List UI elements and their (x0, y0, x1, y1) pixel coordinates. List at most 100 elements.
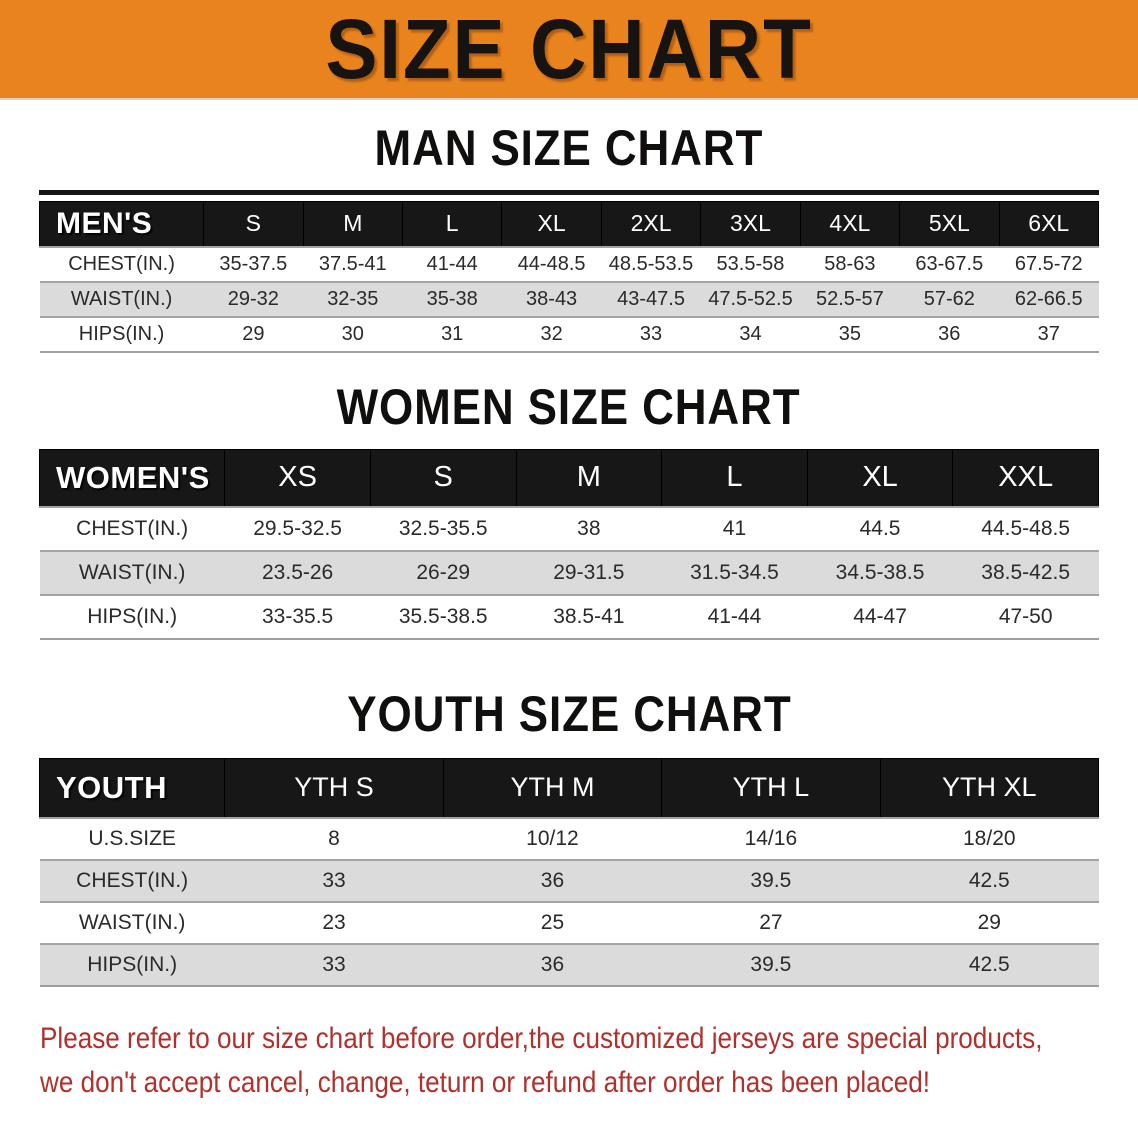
size-column-header: YTH L (661, 757, 881, 819)
cell-value: 52.5-57 (800, 281, 900, 317)
size-column-header: 4XL (799, 200, 901, 248)
cell-value: 53.5-58 (700, 246, 801, 282)
size-column-header: YTH S (224, 757, 444, 819)
size-column-header: M (302, 200, 403, 248)
cell-value: 63-67.5 (899, 246, 1000, 282)
table-row: HIPS(IN.) 33 36 39.5 42.5 (39, 943, 1099, 986)
man-size-chart-heading: MAN SIZE CHART (0, 120, 1138, 178)
cell-value: 47-50 (952, 594, 1099, 639)
cell-value: 32 (501, 316, 602, 352)
cell-value: 33-35.5 (224, 594, 371, 639)
cell-value: 30 (303, 316, 403, 352)
cell-value: 36 (443, 859, 662, 902)
cell-value: 25 (443, 901, 662, 944)
cell-value: 38.5-42.5 (952, 550, 1099, 595)
size-column-header: L (401, 200, 503, 248)
women-size-chart-heading-text: WOMEN SIZE CHART (337, 379, 801, 435)
cell-value: 26-29 (370, 550, 517, 595)
cell-value: 33 (224, 943, 444, 986)
row-label: CHEST(IN.) (39, 859, 225, 902)
row-label: HIPS(IN.) (39, 316, 204, 352)
cell-value: 35.5-38.5 (370, 594, 517, 639)
youth-size-chart-heading-text: YOUTH SIZE CHART (346, 686, 792, 742)
cell-value: 43-47.5 (601, 281, 701, 317)
row-label: HIPS(IN.) (39, 943, 225, 986)
size-column-header: 2XL (600, 200, 702, 248)
table-row: WAIST(IN.) 29-32 32-35 35-38 38-43 43-47.5 47.… (39, 281, 1099, 317)
cell-value: 38 (516, 506, 662, 551)
cell-value: 8 (224, 817, 444, 860)
cell-value: 41-44 (661, 594, 808, 639)
cell-value: 35-38 (402, 281, 502, 317)
cell-value: 29 (203, 316, 304, 352)
table-corner-label: MEN'S (38, 200, 205, 248)
cell-value: 37.5-41 (303, 246, 403, 282)
cell-value: 18/20 (880, 817, 1099, 860)
row-label: WAIST(IN.) (39, 281, 204, 317)
table-row: CHEST(IN.) 29.5-32.5 32.5-35.5 38 41 44.5 44.5… (39, 506, 1099, 551)
cell-value: 32.5-35.5 (370, 506, 517, 551)
cell-value: 34 (700, 316, 801, 352)
table-header-row: WOMEN'S XS S M L XL XXL (38, 448, 1099, 508)
cell-value: 29-31.5 (516, 550, 662, 595)
cell-value: 31.5-34.5 (661, 550, 808, 595)
cell-value: 67.5-72 (999, 246, 1099, 282)
cell-value: 48.5-53.5 (601, 246, 701, 282)
table-row: HIPS(IN.) 29 30 31 32 33 34 35 36 37 (39, 316, 1099, 352)
size-column-header: S (203, 200, 304, 248)
youth-size-chart-heading: YOUTH SIZE CHART (0, 686, 1138, 744)
youth-size-table: YOUTH YTH S YTH M YTH L YTH XL U.S.SIZE 8 10/12… (38, 757, 1100, 987)
cell-value: 33 (601, 316, 701, 352)
cell-value: 10/12 (443, 817, 662, 860)
size-column-header: L (661, 448, 808, 508)
size-column-header: XXL (952, 448, 1099, 508)
cell-value: 44.5 (807, 506, 953, 551)
size-column-header: 3XL (700, 200, 801, 248)
women-size-table: WOMEN'S XS S M L XL XXL CHEST(IN.) 29.5-32.5 32.5… (38, 448, 1099, 640)
banner-title: SIZE CHART (325, 2, 813, 96)
cell-value: 44-48.5 (501, 246, 602, 282)
table-header-row: MEN'S S M L XL 2XL 3XL 4XL 5XL 6XL (38, 200, 1100, 248)
table-row: WAIST(IN.) 23.5-26 26-29 29-31.5 31.5-34.5 34… (39, 550, 1099, 595)
cell-value: 31 (402, 316, 502, 352)
disclaimer-note: Please refer to our size chart before or… (40, 1017, 1043, 1105)
cell-value: 57-62 (899, 281, 1000, 317)
youth-table-wrapper: YOUTH YTH S YTH M YTH L YTH XL U.S.SIZE 8 10/12… (38, 757, 1100, 987)
size-column-header: 5XL (899, 200, 1000, 248)
cell-value: 42.5 (880, 859, 1099, 902)
men-table-wrapper: MEN'S S M L XL 2XL 3XL 4XL 5XL 6XL CHEST(IN.) 35-37… (38, 189, 1100, 353)
men-size-table: MEN'S S M L XL 2XL 3XL 4XL 5XL 6XL CHEST(IN.) 35-37… (38, 200, 1100, 353)
cell-value: 41-44 (402, 246, 502, 282)
cell-value: 39.5 (661, 943, 881, 986)
cell-value: 35 (800, 316, 900, 352)
size-column-header: YTH XL (879, 757, 1100, 819)
table-row: WAIST(IN.) 23 25 27 29 (39, 901, 1099, 944)
disclaimer-line-1: Please refer to our size chart before or… (40, 1022, 1043, 1055)
size-column-header: S (369, 448, 517, 508)
cell-value: 44.5-48.5 (952, 506, 1099, 551)
size-column-header: YTH M (442, 757, 663, 819)
table-row: CHEST(IN.) 35-37.5 37.5-41 41-44 44-48.5 48.5… (39, 246, 1099, 282)
size-column-header: M (515, 448, 663, 508)
cell-value: 37 (999, 316, 1099, 352)
cell-value: 41 (661, 506, 808, 551)
cell-value: 34.5-38.5 (807, 550, 953, 595)
man-size-chart-heading-text: MAN SIZE CHART (374, 120, 764, 176)
cell-value: 58-63 (800, 246, 900, 282)
cell-value: 36 (899, 316, 1000, 352)
row-label: HIPS(IN.) (39, 594, 225, 639)
cell-value: 47.5-52.5 (700, 281, 801, 317)
table-row: U.S.SIZE 8 10/12 14/16 18/20 (39, 817, 1099, 860)
cell-value: 23 (224, 901, 444, 944)
table-corner-label: YOUTH (38, 757, 226, 819)
cell-value: 33 (224, 859, 444, 902)
cell-value: 14/16 (661, 817, 881, 860)
women-size-chart-heading: WOMEN SIZE CHART (0, 379, 1138, 437)
table-row: CHEST(IN.) 33 36 39.5 42.5 (39, 859, 1099, 902)
cell-value: 42.5 (880, 943, 1099, 986)
disclaimer-line-2: we don't accept cancel, change, teturn o… (40, 1066, 931, 1099)
cell-value: 23.5-26 (224, 550, 371, 595)
cell-value: 29 (880, 901, 1099, 944)
table-row: HIPS(IN.) 33-35.5 35.5-38.5 38.5-41 41-44 44-… (39, 594, 1099, 639)
cell-value: 27 (661, 901, 881, 944)
